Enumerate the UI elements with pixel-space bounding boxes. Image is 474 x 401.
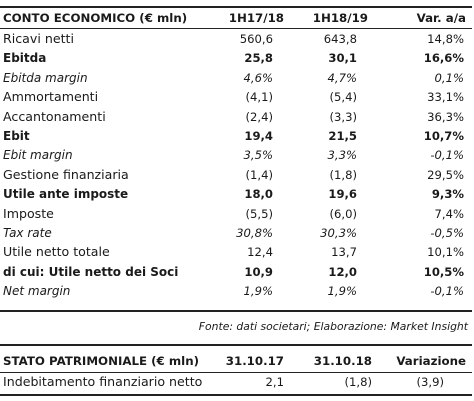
income-header-title: CONTO ECONOMICO (€ mln) xyxy=(3,11,188,25)
table-row: Utile ante imposte 18,0 19,6 9,3% xyxy=(0,184,472,204)
row-value-col1: (1,4) xyxy=(245,167,273,182)
row-value-col3: -0,1% xyxy=(430,284,464,299)
row-value-col2: 19,6 xyxy=(328,187,357,202)
balance-sheet-table: STATO PATRIMONIALE (€ mln) 31.10.17 31.1… xyxy=(0,344,472,400)
row-value-col3: 0,1% xyxy=(434,70,464,85)
row-label: Net margin xyxy=(3,284,71,299)
table-row: Gestione finanziaria (1,4) (1,8) 29,5% xyxy=(0,165,472,185)
balance-bottom-rule xyxy=(0,394,472,396)
row-value-col2: (1,8) xyxy=(344,375,372,389)
row-value-col1: 19,4 xyxy=(244,129,273,143)
row-value-col2: 21,5 xyxy=(328,129,357,143)
row-value-col1: 12,4 xyxy=(247,245,273,260)
row-value-col3: 10,5% xyxy=(423,264,464,279)
row-value-col2: 13,7 xyxy=(331,245,357,260)
row-value-col3: 9,3% xyxy=(431,187,464,202)
row-value-col2: (5,4) xyxy=(329,90,357,105)
row-label: Ricavi netti xyxy=(3,31,74,46)
row-label: Ebit margin xyxy=(3,148,73,163)
row-value-col2: (6,0) xyxy=(329,206,357,221)
table-row: Imposte (5,5) (6,0) 7,4% xyxy=(0,204,472,224)
row-label: Ebit xyxy=(3,129,30,143)
row-label: Indebitamento finanziario netto xyxy=(3,374,203,389)
row-label: Ammortamenti xyxy=(3,89,99,105)
row-value-col2: 12,0 xyxy=(328,264,357,279)
top-rule xyxy=(0,6,472,8)
row-value-col1: 1,9% xyxy=(243,284,273,299)
row-label: Accantonamenti xyxy=(3,108,106,124)
row-value-col1: 3,5% xyxy=(243,148,273,163)
row-value-col3: (3,9) xyxy=(416,375,444,389)
income-header-col2: 1H18/19 xyxy=(312,11,368,25)
balance-header-rule xyxy=(0,372,472,373)
row-label: Utile ante imposte xyxy=(3,187,129,202)
balance-header-title: STATO PATRIMONIALE (€ mln) xyxy=(3,354,199,368)
table-row: Ammortamenti (4,1) (5,4) 33,1% xyxy=(0,87,472,107)
row-value-col3: 10,7% xyxy=(423,129,464,143)
row-value-col1: 10,9 xyxy=(244,264,273,279)
table-row: Indebitamento finanziario netto 2,1 (1,8… xyxy=(0,372,472,392)
row-value-col1: (4,1) xyxy=(245,90,273,105)
income-header-col3: Var. a/a xyxy=(416,11,466,25)
balance-top-rule xyxy=(0,344,472,346)
table-row: Accantonamenti (2,4) (3,3) 36,3% xyxy=(0,107,472,127)
row-label: Ebitda margin xyxy=(3,70,88,85)
row-value-col1: 18,0 xyxy=(244,187,273,202)
table-row: Ebitda margin 4,6% 4,7% 0,1% xyxy=(0,68,472,88)
row-label: Tax rate xyxy=(3,226,52,240)
balance-header-col1: 31.10.17 xyxy=(225,354,284,368)
row-value-col3: -0,1% xyxy=(430,148,464,163)
table-row: Ebit margin 3,5% 3,3% -0,1% xyxy=(0,145,472,165)
row-label: Ebitda xyxy=(3,51,47,66)
row-label: Utile netto totale xyxy=(3,244,110,260)
table-row: Utile netto totale 12,4 13,7 10,1% xyxy=(0,242,472,262)
row-value-col3: -0,5% xyxy=(430,226,464,240)
income-header-row: CONTO ECONOMICO (€ mln) 1H17/18 1H18/19 … xyxy=(0,8,472,28)
table-row: Tax rate 30,8% 30,3% -0,5% xyxy=(0,223,472,243)
table-row: Ricavi netti 560,6 643,8 14,8% xyxy=(0,29,472,49)
income-statement-table: CONTO ECONOMICO (€ mln) 1H17/18 1H18/19 … xyxy=(0,6,472,312)
balance-header-col3: Variazione xyxy=(396,354,466,368)
row-value-col1: (5,5) xyxy=(245,206,273,221)
row-value-col3: 16,6% xyxy=(423,51,464,66)
row-label: Gestione finanziaria xyxy=(3,166,129,182)
bottom-rule xyxy=(0,310,472,312)
row-value-col3: 14,8% xyxy=(427,32,464,46)
row-value-col1: 4,6% xyxy=(243,70,273,85)
row-value-col3: 7,4% xyxy=(434,206,464,221)
row-value-col1: 25,8 xyxy=(244,51,273,66)
row-value-col1: (2,4) xyxy=(245,109,273,124)
row-value-col2: 3,3% xyxy=(327,148,357,163)
row-value-col3: 29,5% xyxy=(427,167,464,182)
row-value-col3: 10,1% xyxy=(427,245,464,260)
row-value-col2: 30,1 xyxy=(328,51,357,66)
row-value-col3: 36,3% xyxy=(427,109,464,124)
row-value-col2: 4,7% xyxy=(327,70,357,85)
table-row: Ebitda 25,8 30,1 16,6% xyxy=(0,48,472,68)
row-value-col2: 30,3% xyxy=(320,226,357,240)
row-value-col1: 2,1 xyxy=(265,375,284,389)
balance-header-col2: 31.10.18 xyxy=(313,354,372,368)
row-value-col2: 1,9% xyxy=(327,284,357,299)
table-row: di cui: Utile netto dei Soci 10,9 12,0 10,5… xyxy=(0,262,472,282)
row-value-col2: 643,8 xyxy=(323,32,357,46)
row-label: Imposte xyxy=(3,205,54,221)
row-value-col1: 560,6 xyxy=(239,32,273,46)
row-value-col2: (3,3) xyxy=(329,109,357,124)
row-label: di cui: Utile netto dei Soci xyxy=(3,264,179,279)
row-value-col2: (1,8) xyxy=(329,167,357,182)
table-row: Net margin 1,9% 1,9% -0,1% xyxy=(0,281,472,301)
row-value-col1: 30,8% xyxy=(236,226,273,240)
row-value-col3: 33,1% xyxy=(427,90,464,105)
header-rule xyxy=(0,28,472,29)
table-row: Ebit 19,4 21,5 10,7% xyxy=(0,126,472,146)
source-note: Fonte: dati societari; Elaborazione: Mar… xyxy=(198,320,468,333)
income-header-col1: 1H17/18 xyxy=(228,11,284,25)
balance-header-row: STATO PATRIMONIALE (€ mln) 31.10.17 31.1… xyxy=(0,351,472,371)
